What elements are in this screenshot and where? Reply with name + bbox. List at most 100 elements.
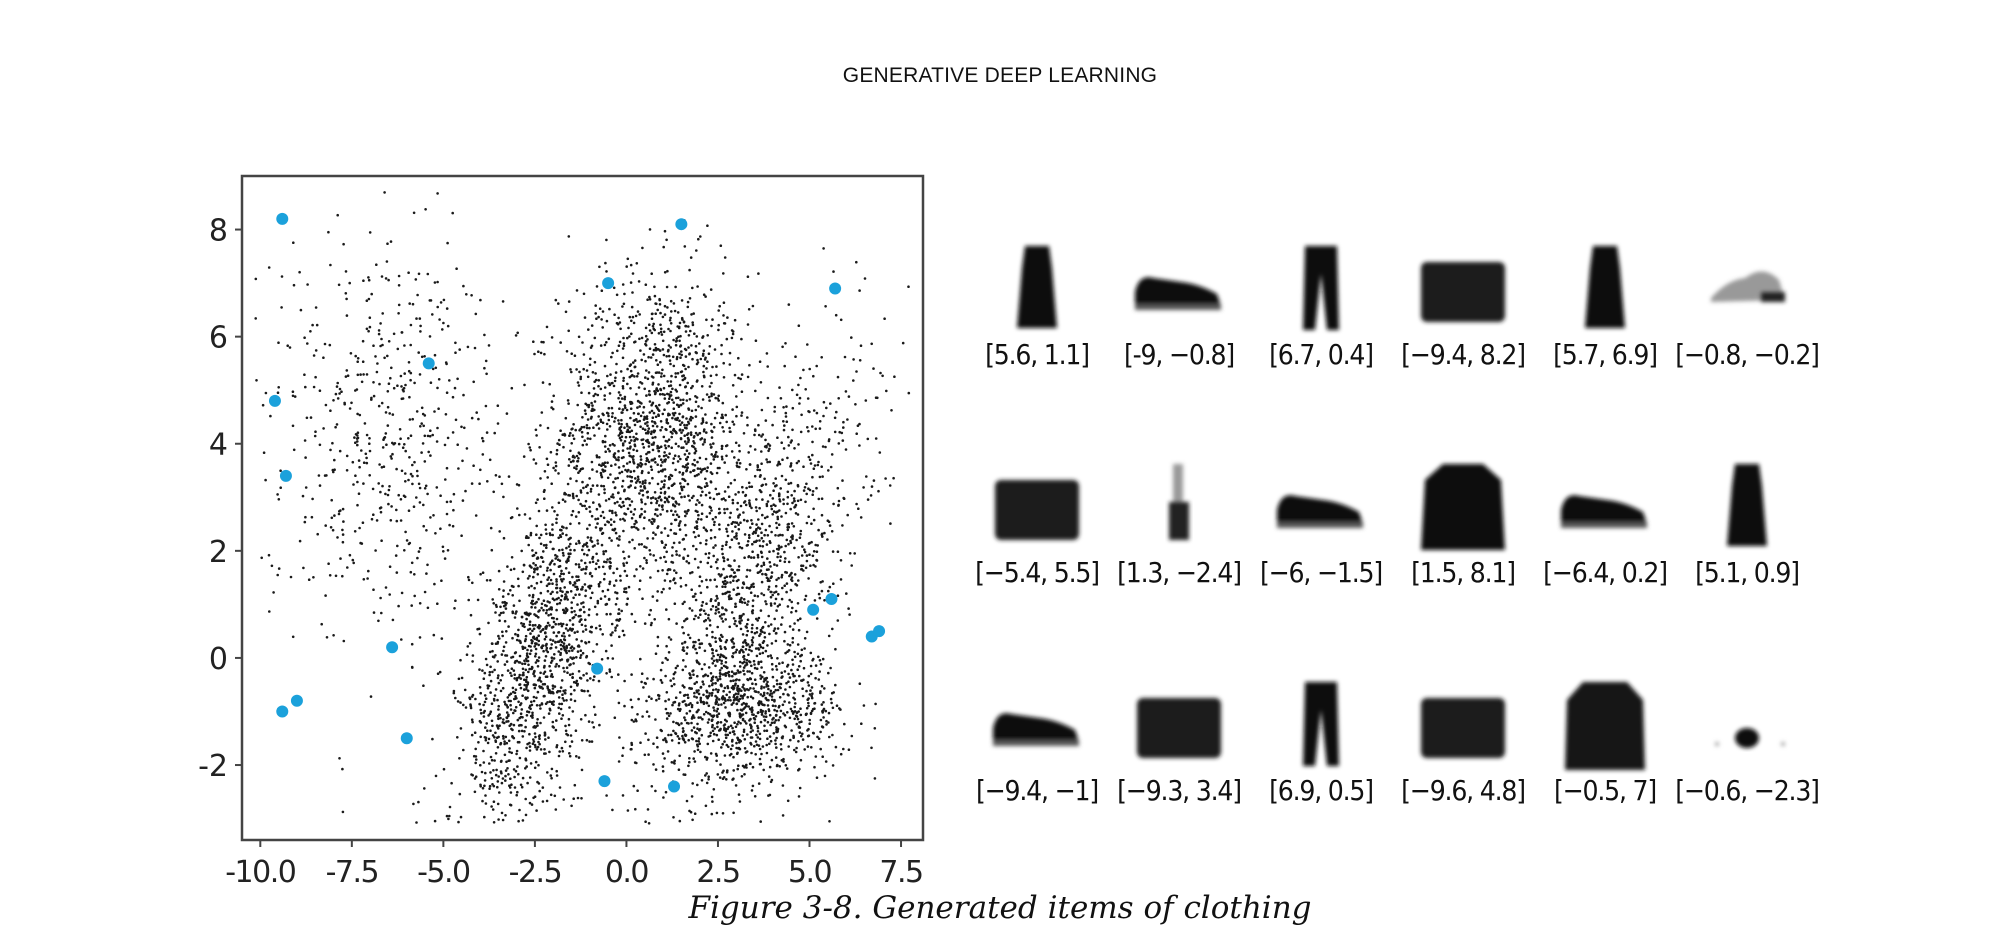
- latent-point: [672, 413, 676, 417]
- latent-point: [597, 584, 601, 588]
- latent-point: [483, 736, 487, 739]
- latent-point: [568, 754, 572, 758]
- latent-point: [549, 568, 552, 572]
- latent-point: [804, 388, 807, 391]
- latent-point: [575, 638, 578, 641]
- latent-point: [656, 525, 660, 528]
- latent-point: [617, 608, 621, 611]
- latent-point: [751, 682, 754, 685]
- latent-point: [603, 386, 607, 389]
- latent-point: [666, 380, 669, 383]
- latent-point: [479, 708, 483, 712]
- latent-point: [776, 627, 780, 630]
- latent-point: [755, 539, 758, 543]
- latent-point: [577, 384, 581, 387]
- latent-point: [551, 590, 554, 594]
- latent-point: [674, 340, 678, 343]
- latent-point: [859, 516, 863, 519]
- latent-point: [610, 382, 613, 385]
- latent-point: [424, 208, 427, 211]
- latent-point: [650, 468, 654, 472]
- latent-point: [636, 713, 639, 716]
- latent-point: [772, 685, 776, 688]
- latent-point: [827, 520, 831, 524]
- latent-point: [650, 501, 653, 505]
- latent-point: [654, 312, 657, 316]
- latent-point: [756, 730, 760, 733]
- latent-point: [790, 571, 793, 575]
- latent-point: [512, 768, 516, 771]
- latent-point: [478, 686, 482, 689]
- latent-point: [544, 675, 548, 678]
- latent-point: [677, 455, 681, 458]
- latent-point: [660, 531, 663, 534]
- latent-point: [678, 528, 682, 531]
- latent-point: [841, 439, 845, 442]
- latent-point: [428, 335, 432, 338]
- latent-point: [810, 522, 813, 525]
- latent-point: [688, 607, 692, 610]
- latent-point: [564, 310, 568, 314]
- latent-point: [658, 393, 662, 396]
- latent-point: [365, 373, 369, 376]
- latent-point: [533, 669, 536, 673]
- latent-point: [566, 557, 570, 561]
- latent-point: [589, 571, 592, 575]
- latent-point: [622, 302, 626, 306]
- latent-point: [855, 370, 858, 373]
- latent-point: [703, 440, 706, 444]
- latent-point: [689, 470, 692, 474]
- latent-point: [732, 769, 735, 772]
- latent-point: [583, 561, 587, 565]
- latent-point: [569, 477, 572, 480]
- latent-point: [645, 561, 648, 565]
- latent-point: [735, 414, 738, 418]
- latent-point: [663, 313, 667, 316]
- latent-point: [601, 326, 604, 329]
- latent-point: [614, 376, 617, 380]
- latent-point: [633, 375, 636, 378]
- latent-point: [763, 533, 766, 537]
- latent-point: [674, 731, 677, 735]
- latent-point: [594, 372, 597, 375]
- latent-point: [577, 670, 581, 673]
- latent-point: [723, 646, 727, 649]
- latent-point: [759, 550, 763, 554]
- latent-point: [549, 540, 552, 544]
- latent-point: [700, 385, 704, 388]
- latent-point: [816, 544, 819, 547]
- latent-point: [666, 440, 669, 443]
- latent-point: [659, 458, 663, 462]
- latent-point: [608, 392, 612, 395]
- latent-point: [517, 584, 520, 588]
- latent-point: [654, 497, 657, 501]
- latent-point: [603, 445, 607, 448]
- latent-point: [687, 703, 691, 706]
- latent-point: [541, 683, 545, 686]
- latent-point: [725, 778, 728, 781]
- latent-point: [734, 493, 737, 496]
- latent-point: [492, 697, 496, 701]
- latent-point: [503, 663, 507, 666]
- latent-point: [702, 430, 706, 433]
- latent-point: [629, 510, 633, 514]
- latent-point: [509, 777, 512, 780]
- latent-point: [700, 512, 704, 515]
- latent-point: [557, 536, 560, 540]
- latent-point: [591, 484, 595, 487]
- latent-point: [690, 344, 693, 347]
- latent-point: [600, 484, 603, 488]
- latent-point: [754, 506, 758, 509]
- latent-point: [766, 704, 770, 707]
- latent-point: [681, 378, 685, 382]
- latent-point: [767, 588, 770, 591]
- latent-point: [777, 592, 780, 596]
- latent-point: [827, 721, 830, 724]
- latent-point: [709, 608, 713, 611]
- latent-point: [822, 400, 826, 404]
- latent-point: [800, 554, 804, 557]
- latent-point: [689, 673, 692, 677]
- latent-point: [671, 546, 674, 549]
- latent-point: [576, 460, 579, 463]
- latent-point: [704, 552, 708, 556]
